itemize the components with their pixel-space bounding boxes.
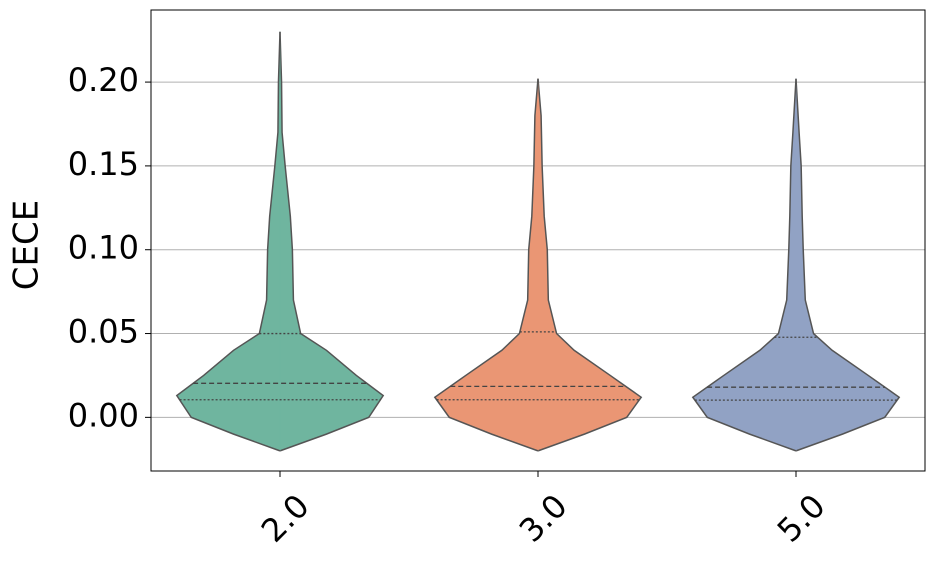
violin-body — [692, 78, 797, 452]
y-tick-label: 0.00 — [68, 396, 139, 434]
x-tick-label: 5.0 — [770, 487, 833, 550]
y-axis-label: CECE — [7, 200, 47, 290]
x-tick-label: 2.0 — [254, 487, 317, 550]
violin-body — [279, 31, 384, 452]
y-tick-label: 0.20 — [68, 61, 139, 99]
violin-outline — [433, 78, 539, 452]
y-tick-label: 0.10 — [68, 229, 139, 267]
violin-outline — [795, 78, 901, 452]
violin-body — [537, 78, 642, 452]
violin-body — [795, 78, 900, 452]
violin-outline — [537, 78, 643, 452]
violin-outline — [279, 31, 385, 452]
violin-body — [176, 31, 281, 452]
violin-body — [434, 78, 539, 452]
violin-outline — [175, 31, 281, 452]
y-tick-label: 0.15 — [68, 145, 139, 183]
x-tick-label: 3.0 — [512, 487, 575, 550]
violin-outline — [691, 78, 797, 452]
y-tick-label: 0.05 — [68, 313, 139, 351]
plot-frame — [150, 9, 926, 472]
